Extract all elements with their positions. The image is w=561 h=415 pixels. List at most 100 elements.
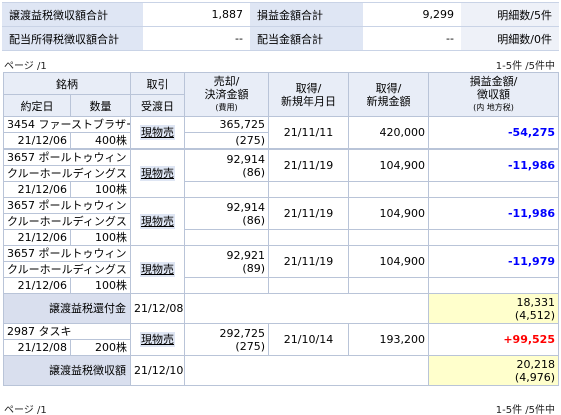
- tax-refund-amount: 18,331 (4,512): [428, 293, 559, 324]
- col-header-soneki: 損益金額/ 徴収額 (内 地方税): [428, 72, 559, 117]
- quantity: 100株: [70, 229, 131, 246]
- trade-row: クルーホールディングス: [3, 261, 559, 278]
- trade-kind[interactable]: 現物売: [140, 125, 175, 140]
- summary-value: --: [363, 26, 461, 51]
- header-text: 徴収額: [477, 88, 510, 101]
- trade-kind[interactable]: 現物売: [140, 262, 175, 277]
- profit-loss: -11,986: [428, 149, 559, 182]
- tax-refund-row: 譲渡益税還付金 21/12/08 18,331 (4,512): [3, 293, 559, 324]
- empty-cell: [348, 277, 429, 294]
- tax-withheld-amount: 20,218 (4,976): [428, 355, 559, 386]
- acquire-amount: 420,000: [348, 116, 429, 149]
- summary-table: 譲渡益税徴収額合計 1,887 損益金額合計 9,299 明細数/5件 配当所得…: [2, 2, 559, 51]
- col-header-ukewatashi: 受渡日: [130, 94, 185, 117]
- profit-loss: -11,979: [428, 245, 559, 278]
- trade-date: 21/12/06: [3, 229, 71, 246]
- trade-history-table: 銘柄 取引 売却/ 決済金額 (費用) 取得/ 新規年月日 取得/ 新規金額 損…: [3, 72, 559, 386]
- summary-row: 譲渡益税徴収額合計 1,887 損益金額合計 9,299 明細数/5件: [2, 2, 559, 27]
- trade-row: 2987 タスキ 現物売 292,725 (275) 21/10/14 193,2…: [3, 323, 559, 356]
- empty-cell: [184, 293, 429, 324]
- result-count: 1-5件 /5件中: [495, 61, 555, 72]
- trade-date: 21/12/08: [3, 339, 71, 356]
- detail-count: 明細数/0件: [461, 26, 559, 51]
- summary-value: --: [143, 26, 250, 51]
- empty-cell: [428, 181, 559, 198]
- quantity: 100株: [70, 277, 131, 294]
- amount-text: 92,914: [226, 152, 266, 166]
- empty-cell: [428, 229, 559, 246]
- acquire-date: 21/10/14: [268, 323, 349, 356]
- trade-row: 3454 ファーストブラザーズ 現物売 365,725 21/11/11 420…: [3, 116, 559, 149]
- empty-cell: [348, 229, 429, 246]
- trade-kind-cell: 現物売: [130, 323, 185, 356]
- settle-amount: 92,921 (89): [184, 245, 269, 278]
- trade-row: 21/12/06 100株: [3, 229, 559, 246]
- amount-text: 18,331: [516, 295, 556, 309]
- amount-text: 292,725: [219, 326, 266, 340]
- empty-cell: [348, 181, 429, 198]
- empty-cell: [268, 229, 349, 246]
- fee: (86): [242, 165, 265, 179]
- col-header-suryo: 数量: [70, 94, 131, 117]
- stock-name[interactable]: 3657 ポールトゥウィン・ピット: [3, 149, 131, 166]
- amount-text: 92,914: [226, 200, 266, 214]
- header-row: 約定日 数量 受渡日: [3, 94, 559, 117]
- trade-row: 21/12/06 400株 (275): [3, 132, 559, 149]
- local-tax: (4,976): [514, 370, 555, 384]
- acquire-amount: 104,900: [348, 149, 429, 182]
- trade-row: 21/12/06 100株: [3, 277, 559, 294]
- acquire-amount: 104,900: [348, 197, 429, 230]
- fee: (86): [242, 213, 265, 227]
- empty-cell: [268, 181, 349, 198]
- summary-label: 損益金額合計: [250, 2, 363, 27]
- trade-row: クルーホールディングス: [3, 213, 559, 230]
- acquire-amount: 193,200: [348, 323, 429, 356]
- stock-name[interactable]: 2987 タスキ: [3, 323, 131, 340]
- stock-name[interactable]: 3657 ポールトゥウィン・ピット: [3, 197, 131, 214]
- trade-kind[interactable]: 現物売: [140, 214, 175, 229]
- acquire-date: 21/11/11: [268, 116, 349, 149]
- settle-amount: 92,914 (86): [184, 149, 269, 182]
- trade-kind[interactable]: 現物売: [140, 166, 175, 181]
- quantity: 400株: [70, 132, 131, 149]
- trade-row: 21/12/06 100株: [3, 181, 559, 198]
- header-text: (費用): [215, 103, 238, 112]
- profit-loss: -54,275: [428, 116, 559, 149]
- summary-row: 配当所得税徴収額合計 -- 配当金額合計 -- 明細数/0件: [2, 26, 559, 51]
- header-row: 銘柄 取引 売却/ 決済金額 (費用) 取得/ 新規年月日 取得/ 新規金額 損…: [3, 72, 559, 117]
- stock-name-2[interactable]: クルーホールディングス: [3, 165, 131, 182]
- tax-withheld-label: 譲渡益税徴収額: [3, 355, 131, 386]
- empty-cell: [184, 181, 269, 198]
- amount-text: 92,921: [226, 248, 266, 262]
- tax-refund-date: 21/12/08: [130, 293, 185, 324]
- settle-amount: 365,725: [184, 116, 269, 133]
- profit-loss: +99,525: [428, 323, 559, 356]
- stock-name[interactable]: 3657 ポールトゥウィン・ピット: [3, 245, 131, 262]
- col-header-shutoku-amount: 取得/ 新規金額: [348, 72, 429, 117]
- summary-value: 1,887: [143, 2, 250, 27]
- stock-name[interactable]: 3454 ファーストブラザーズ: [3, 116, 131, 133]
- trade-date: 21/12/06: [3, 181, 71, 198]
- trade-row: 21/12/08 200株: [3, 339, 559, 356]
- stock-name-2[interactable]: クルーホールディングス: [3, 261, 131, 278]
- trade-kind[interactable]: 現物売: [140, 332, 175, 347]
- stock-name-2[interactable]: クルーホールディングス: [3, 213, 131, 230]
- summary-label: 譲渡益税徴収額合計: [2, 2, 143, 27]
- empty-cell: [268, 277, 349, 294]
- trade-date: 21/12/06: [3, 132, 71, 149]
- empty-cell: [428, 277, 559, 294]
- acquire-date: 21/11/19: [268, 197, 349, 230]
- acquire-date: 21/11/19: [268, 149, 349, 182]
- header-text: 取得/: [295, 81, 322, 95]
- header-text: 売却/: [213, 75, 240, 88]
- empty-cell: [184, 355, 429, 386]
- fee: (89): [242, 261, 265, 275]
- empty-cell: [184, 277, 269, 294]
- profit-loss: -11,986: [428, 197, 559, 230]
- fee: (275): [184, 132, 269, 149]
- empty-cell: [184, 229, 269, 246]
- page-indicator: ページ /1: [4, 405, 47, 415]
- header-text: 損益金額/: [469, 75, 518, 88]
- trade-kind-cell: 現物売: [130, 116, 185, 149]
- trade-kind-cell: 現物売: [130, 245, 185, 294]
